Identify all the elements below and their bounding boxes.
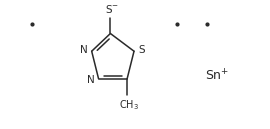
Text: S$^{-}$: S$^{-}$ bbox=[105, 3, 119, 15]
Text: N: N bbox=[87, 75, 94, 85]
Text: Sn$^{+}$: Sn$^{+}$ bbox=[205, 68, 229, 83]
Text: N: N bbox=[80, 45, 88, 55]
Text: CH$_3$: CH$_3$ bbox=[119, 98, 139, 112]
Text: S: S bbox=[139, 45, 145, 55]
